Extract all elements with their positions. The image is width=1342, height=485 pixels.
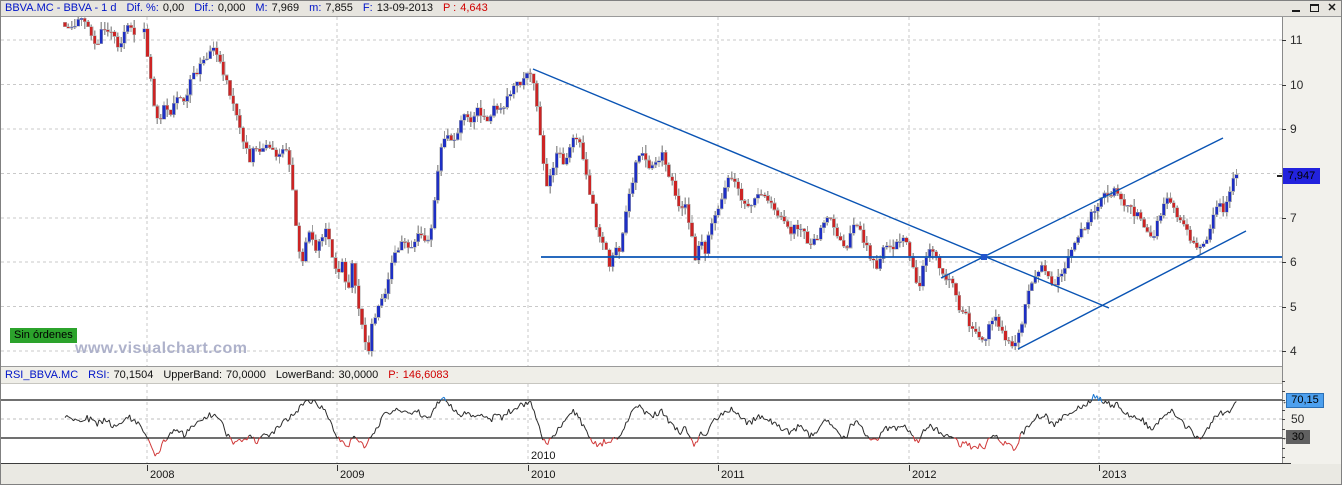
- rsi-chart-canvas[interactable]: [1, 384, 1282, 464]
- time-axis[interactable]: 2008 2009 2010 2011 2012 2013: [1, 464, 1341, 484]
- year-label: 2009: [340, 469, 365, 481]
- rsi-info-line: RSI_BBVA.MC RSI: 70,1504 UpperBand: 70,0000 L…: [5, 369, 453, 381]
- price-tick: [1282, 351, 1286, 352]
- rsi-header-segment: RSI_BBVA.MC: [5, 369, 79, 381]
- rsi-header-segment: LowerBand:: [275, 369, 335, 381]
- title-segment: 7,969: [271, 2, 300, 14]
- last-price-flag: 7,947: [1283, 168, 1320, 184]
- title-segment: 7,855: [325, 2, 353, 14]
- close-icon: [1324, 1, 1340, 15]
- price-tick-label: 6: [1290, 255, 1297, 270]
- year-label: 2008: [150, 469, 175, 481]
- price-tick: [1282, 40, 1286, 42]
- line-handle[interactable]: [981, 254, 987, 260]
- rsi-header-segment: P:: [388, 369, 399, 381]
- rsi-indicator-header: RSI_BBVA.MC RSI: 70,1504 UpperBand: 70,0000 L…: [1, 366, 1282, 384]
- rsi-header-segment: 146,6083: [402, 369, 449, 381]
- year-tick: [147, 465, 148, 471]
- rsi-value-flag: 70,15: [1286, 393, 1324, 408]
- rsi-panel-year-label: 2010: [531, 450, 556, 462]
- price-axis[interactable]: 11 10 9 7 6 5 4: [1282, 17, 1341, 366]
- last-price-pointer: [1277, 175, 1282, 177]
- price-tick: [1282, 129, 1286, 130]
- title-segment: BBVA.MC - BBVA - 1 d: [5, 2, 117, 14]
- candles-layer: [63, 17, 1239, 357]
- title-segment: 4,643: [460, 2, 488, 14]
- year-tick: [909, 465, 910, 471]
- price-tick-label: 9: [1290, 122, 1297, 136]
- downtrend-line[interactable]: [532, 68, 1110, 309]
- rsi-line-layer: [64, 394, 1237, 457]
- rsi-tick: [1282, 400, 1285, 401]
- rsi-mid-label: 50: [1291, 412, 1305, 426]
- year-tick: [528, 465, 529, 471]
- title-segment: Dif. %:: [126, 2, 159, 14]
- price-tick: [1282, 217, 1286, 219]
- price-tick-label: 11: [1290, 33, 1303, 48]
- rsi-header-segment: RSI:: [88, 369, 110, 381]
- year-label: 2013: [1102, 469, 1127, 481]
- price-tick: [1282, 306, 1286, 308]
- rsi-header-segment: 70,0000: [226, 369, 266, 381]
- minimize-button[interactable]: [1288, 1, 1304, 15]
- visualchart-watermark: www.visualchart.com: [75, 340, 248, 357]
- year-tick: [337, 465, 338, 471]
- window-controls: [1288, 1, 1340, 17]
- title-segment: F:: [362, 2, 373, 14]
- maximize-button[interactable]: [1306, 1, 1322, 15]
- year-label: 2012: [912, 469, 937, 481]
- right-axis-strip: [1282, 17, 1341, 464]
- title-segment: 0,000: [217, 2, 246, 14]
- rsi-axis[interactable]: ← 70,15 50 ← 30: [1282, 366, 1341, 464]
- price-tick-label: 5: [1290, 299, 1297, 314]
- year-label: 2010: [531, 469, 556, 481]
- price-tick: [1282, 84, 1286, 86]
- uptrend-line[interactable]: [940, 137, 1224, 279]
- instrument-info-line: BBVA.MC - BBVA - 1 d Dif. %: 0,00 Dif.: 0,00…: [5, 2, 492, 16]
- chart-title-bar: BBVA.MC - BBVA - 1 d Dif. %: 0,00 Dif.: 0,00…: [1, 1, 1341, 17]
- no-orders-badge: Sin órdenes: [10, 328, 77, 343]
- title-segment: M:: [255, 2, 268, 14]
- close-button[interactable]: [1324, 1, 1340, 15]
- rsi-lowerband-flag: 30: [1286, 430, 1310, 444]
- price-tick-label: 10: [1290, 77, 1304, 92]
- title-segment: 0,00: [162, 2, 185, 14]
- maximize-icon: [1309, 4, 1319, 12]
- title-segment: m:: [309, 2, 322, 14]
- title-segment: 13-09-2013: [376, 2, 433, 14]
- price-tick-label: 4: [1290, 344, 1297, 358]
- title-segment: Dif.:: [194, 2, 214, 14]
- rsi-tick: [1282, 438, 1285, 439]
- rsi-tick: [1282, 457, 1285, 458]
- panel-bottom-separator: [1, 463, 1291, 464]
- rsi-tick: [1282, 381, 1285, 382]
- title-segment: P :: [442, 2, 457, 14]
- rsi-tick: [1282, 447, 1285, 449]
- rsi-tick: [1282, 390, 1285, 392]
- price-tick-label: 7: [1290, 210, 1297, 225]
- year-label: 2011: [721, 469, 745, 481]
- rsi-header-segment: 70,1504: [113, 369, 154, 381]
- minimize-icon: [1292, 10, 1300, 12]
- rsi-tick: [1282, 428, 1285, 430]
- rsi-grid-layer: [1, 384, 1282, 464]
- year-tick: [718, 465, 719, 471]
- rsi-tick: [1282, 419, 1285, 420]
- rsi-header-segment: UpperBand:: [163, 369, 223, 381]
- year-tick: [1099, 465, 1100, 471]
- channel-line[interactable]: [1017, 230, 1247, 350]
- price-chart-canvas[interactable]: [1, 17, 1282, 366]
- rsi-tick: [1282, 409, 1285, 411]
- price-tick: [1282, 262, 1286, 264]
- trendlines-layer[interactable]: [532, 68, 1282, 350]
- rsi-header-segment: 30,0000: [338, 369, 379, 381]
